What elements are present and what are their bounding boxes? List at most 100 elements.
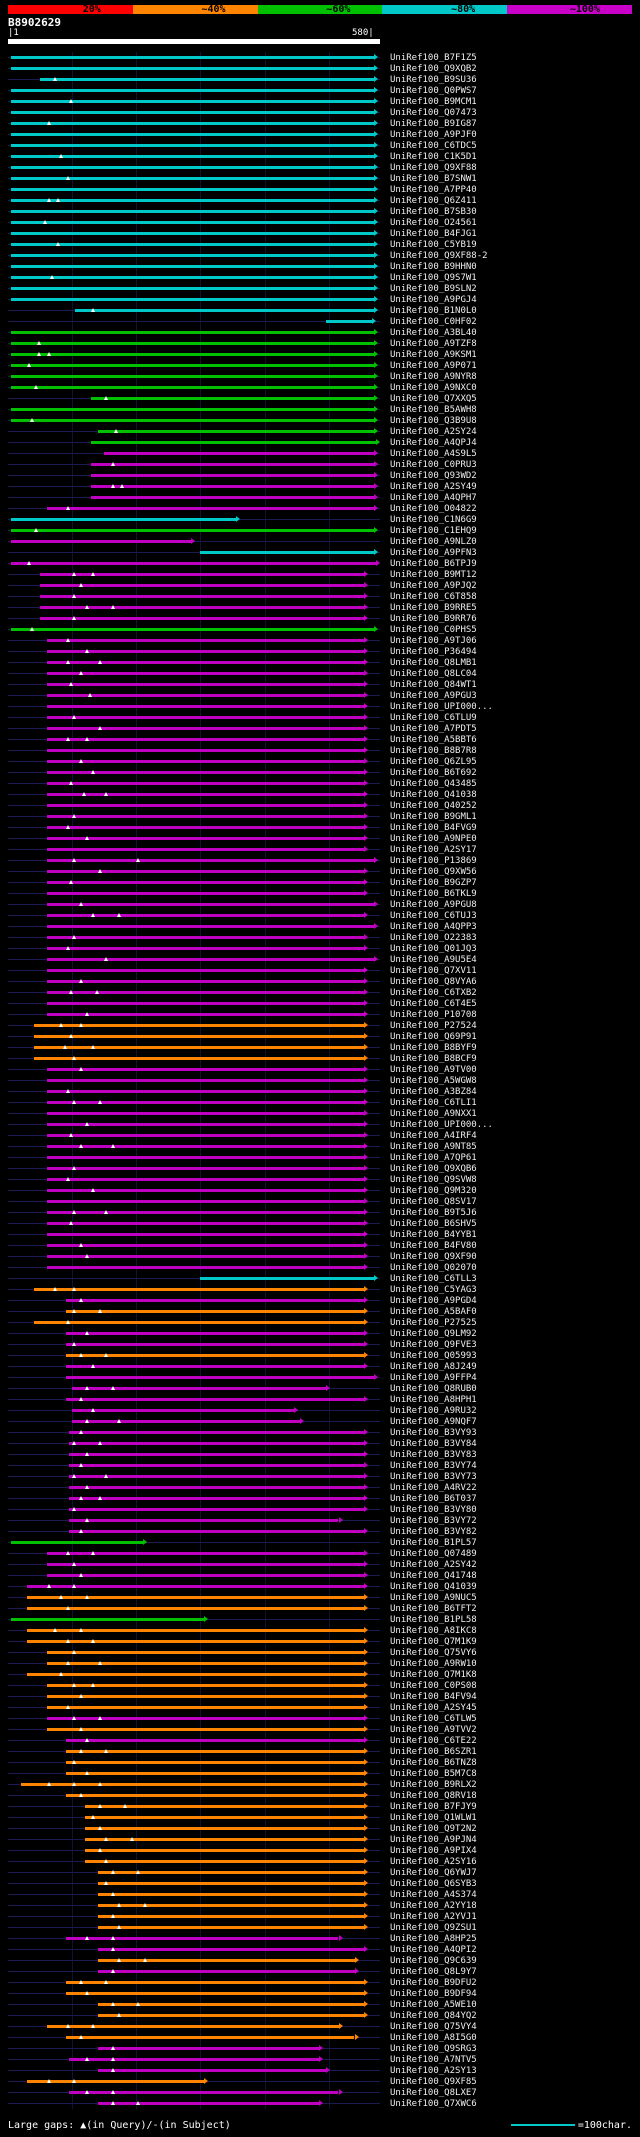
hit-label[interactable]: UniRef100_Q8LXE7 [390, 2088, 477, 2098]
alignment-bar[interactable] [46, 1255, 365, 1258]
alignment-bar[interactable] [46, 782, 365, 785]
alignment-bar[interactable] [27, 1596, 365, 1599]
hit-label[interactable]: UniRef100_B1PL58 [390, 1615, 477, 1625]
hit-label[interactable]: UniRef100_A9KSM1 [390, 350, 477, 360]
hit-label[interactable]: UniRef100_B6TKL9 [390, 889, 477, 899]
hit-label[interactable]: UniRef100_O24561 [390, 218, 477, 228]
hit-label[interactable]: UniRef100_A2SY13 [390, 2066, 477, 2076]
hit-label[interactable]: UniRef100_Q6ZL95 [390, 757, 477, 767]
alignment-bar[interactable] [97, 430, 374, 433]
hit-label[interactable]: UniRef100_A4QPP3 [390, 922, 477, 932]
hit-label[interactable]: UniRef100_B4FVG9 [390, 823, 477, 833]
hit-label[interactable]: UniRef100_Q01JQ3 [390, 944, 477, 954]
alignment-bar[interactable] [65, 1365, 365, 1368]
hit-label[interactable]: UniRef100_C5YB19 [390, 240, 477, 250]
alignment-bar[interactable] [11, 331, 374, 334]
alignment-bar[interactable] [68, 2091, 339, 2094]
alignment-bar[interactable] [85, 1816, 365, 1819]
hit-label[interactable]: UniRef100_Q6YWJ7 [390, 1868, 477, 1878]
hit-label[interactable]: UniRef100_A9TJ06 [390, 636, 477, 646]
hit-label[interactable]: UniRef100_C6TLI1 [390, 1098, 477, 1108]
alignment-bar[interactable] [97, 1948, 365, 1951]
alignment-bar[interactable] [68, 1453, 365, 1456]
hit-label[interactable]: UniRef100_A4IRF4 [390, 1131, 477, 1141]
hit-label[interactable]: UniRef100_B7SB30 [390, 207, 477, 217]
hit-label[interactable]: UniRef100_Q9ZSU1 [390, 1923, 477, 1933]
hit-label[interactable]: UniRef100_C6TE22 [390, 1736, 477, 1746]
alignment-bar[interactable] [46, 1695, 365, 1698]
alignment-bar[interactable] [46, 1706, 365, 1709]
alignment-bar[interactable] [46, 826, 365, 829]
alignment-bar[interactable] [11, 518, 236, 521]
hit-label[interactable]: UniRef100_Q93WD2 [390, 471, 477, 481]
hit-label[interactable]: UniRef100_A9PJQ2 [390, 581, 477, 591]
alignment-bar[interactable] [11, 166, 374, 169]
hit-label[interactable]: UniRef100_A9NLZ0 [390, 537, 477, 547]
hit-label[interactable]: UniRef100_Q9M320 [390, 1186, 477, 1196]
alignment-bar[interactable] [65, 1343, 365, 1346]
alignment-bar[interactable] [11, 419, 374, 422]
alignment-bar[interactable] [97, 1882, 365, 1885]
hit-label[interactable]: UniRef100_A9PIX4 [390, 1846, 477, 1856]
hit-label[interactable]: UniRef100_A7QP61 [390, 1153, 477, 1163]
hit-label[interactable]: UniRef100_Q41039 [390, 1582, 477, 1592]
hit-label[interactable]: UniRef100_P13869 [390, 856, 477, 866]
hit-label[interactable]: UniRef100_Q7XV11 [390, 966, 477, 976]
hit-label[interactable]: UniRef100_Q9LM92 [390, 1329, 477, 1339]
alignment-bar[interactable] [65, 1761, 365, 1764]
alignment-bar[interactable] [97, 1915, 365, 1918]
alignment-bar[interactable] [46, 892, 365, 895]
hit-label[interactable]: UniRef100_Q0PWS7 [390, 86, 477, 96]
hit-label[interactable]: UniRef100_B9GML1 [390, 812, 477, 822]
alignment-bar[interactable] [46, 1651, 365, 1654]
alignment-bar[interactable] [11, 56, 374, 59]
hit-label[interactable]: UniRef100_B3VY82 [390, 1527, 477, 1537]
alignment-bar[interactable] [46, 947, 365, 950]
hit-label[interactable]: UniRef100_B4FJG1 [390, 229, 477, 239]
hit-label[interactable]: UniRef100_B4FV80 [390, 1241, 477, 1251]
alignment-bar[interactable] [46, 716, 365, 719]
hit-label[interactable]: UniRef100_A4QPH7 [390, 493, 477, 503]
hit-label[interactable]: UniRef100_Q9XQB2 [390, 64, 477, 74]
hit-label[interactable]: UniRef100_A2YVJ1 [390, 1912, 477, 1922]
alignment-bar[interactable] [46, 1200, 365, 1203]
alignment-bar[interactable] [11, 1541, 143, 1544]
alignment-bar[interactable] [46, 507, 374, 510]
hit-label[interactable]: UniRef100_A9PGU8 [390, 900, 477, 910]
hit-label[interactable]: UniRef100_B8B7R8 [390, 746, 477, 756]
hit-label[interactable]: UniRef100_B9SLN2 [390, 284, 477, 294]
alignment-bar[interactable] [72, 1387, 326, 1390]
hit-label[interactable]: UniRef100_Q07473 [390, 108, 477, 118]
hit-label[interactable]: UniRef100_Q40252 [390, 801, 477, 811]
alignment-bar[interactable] [46, 1090, 365, 1093]
hit-label[interactable]: UniRef100_A4QPI2 [390, 1945, 477, 1955]
hit-label[interactable]: UniRef100_C0PS08 [390, 1681, 477, 1691]
alignment-bar[interactable] [20, 1783, 365, 1786]
hit-label[interactable]: UniRef100_C1N6G9 [390, 515, 477, 525]
hit-label[interactable]: UniRef100_A9P071 [390, 361, 477, 371]
hit-label[interactable]: UniRef100_P10708 [390, 1010, 477, 1020]
hit-label[interactable]: UniRef100_Q9XW56 [390, 867, 477, 877]
alignment-bar[interactable] [46, 804, 365, 807]
hit-label[interactable]: UniRef100_B6T037 [390, 1494, 477, 1504]
alignment-bar[interactable] [200, 1277, 374, 1280]
hit-label[interactable]: UniRef100_B7F1Z5 [390, 53, 477, 63]
hit-label[interactable]: UniRef100_A9PGJ4 [390, 295, 477, 305]
alignment-bar[interactable] [27, 1607, 365, 1610]
hit-label[interactable]: UniRef100_A8I5G0 [390, 2033, 477, 2043]
alignment-bar[interactable] [27, 1629, 365, 1632]
hit-label[interactable]: UniRef100_B9MCM1 [390, 97, 477, 107]
hit-label[interactable]: UniRef100_Q6SYB3 [390, 1879, 477, 1889]
alignment-bar[interactable] [46, 1684, 365, 1687]
alignment-bar[interactable] [46, 1079, 365, 1082]
alignment-bar[interactable] [46, 1728, 365, 1731]
hit-label[interactable]: UniRef100_Q8RV18 [390, 1791, 477, 1801]
alignment-bar[interactable] [325, 320, 372, 323]
alignment-bar[interactable] [46, 848, 365, 851]
hit-label[interactable]: UniRef100_B9MT12 [390, 570, 477, 580]
alignment-bar[interactable] [46, 925, 374, 928]
hit-label[interactable]: UniRef100_A4RV22 [390, 1483, 477, 1493]
hit-label[interactable]: UniRef100_C0HF02 [390, 317, 477, 327]
alignment-bar[interactable] [11, 628, 374, 631]
hit-label[interactable]: UniRef100_Q9XF85 [390, 2077, 477, 2087]
